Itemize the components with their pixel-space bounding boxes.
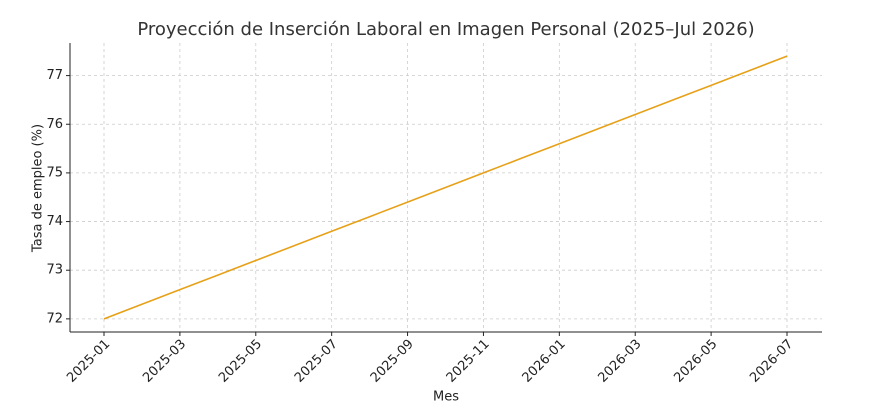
x-tick-label: 2026-03 — [596, 337, 645, 386]
x-tick-label: 2026-05 — [671, 337, 720, 386]
x-tick-label: 2026-01 — [520, 337, 569, 386]
x-tick-label: 2025-07 — [292, 337, 341, 386]
x-tick-label: 2026-07 — [747, 337, 796, 386]
y-tick-label: 76 — [46, 117, 63, 132]
y-tick-label: 75 — [46, 165, 63, 180]
x-tick-label: 2025-09 — [368, 337, 417, 386]
x-tick-label: 2025-11 — [444, 337, 493, 386]
x-tick-label: 2025-03 — [140, 337, 189, 386]
y-tick-label: 72 — [46, 311, 63, 326]
y-tick-label: 77 — [46, 68, 63, 83]
data-line — [103, 55, 788, 320]
x-tick-label: 2025-05 — [216, 337, 265, 386]
y-tick-label: 74 — [46, 214, 63, 229]
x-tick-label: 2025-01 — [64, 337, 113, 386]
y-axis-label: Tasa de empleo (%) — [31, 124, 46, 253]
x-axis-label: Mes — [433, 390, 459, 405]
chart-title: Proyección de Inserción Laboral en Image… — [137, 19, 754, 40]
y-tick-label: 73 — [46, 263, 63, 278]
